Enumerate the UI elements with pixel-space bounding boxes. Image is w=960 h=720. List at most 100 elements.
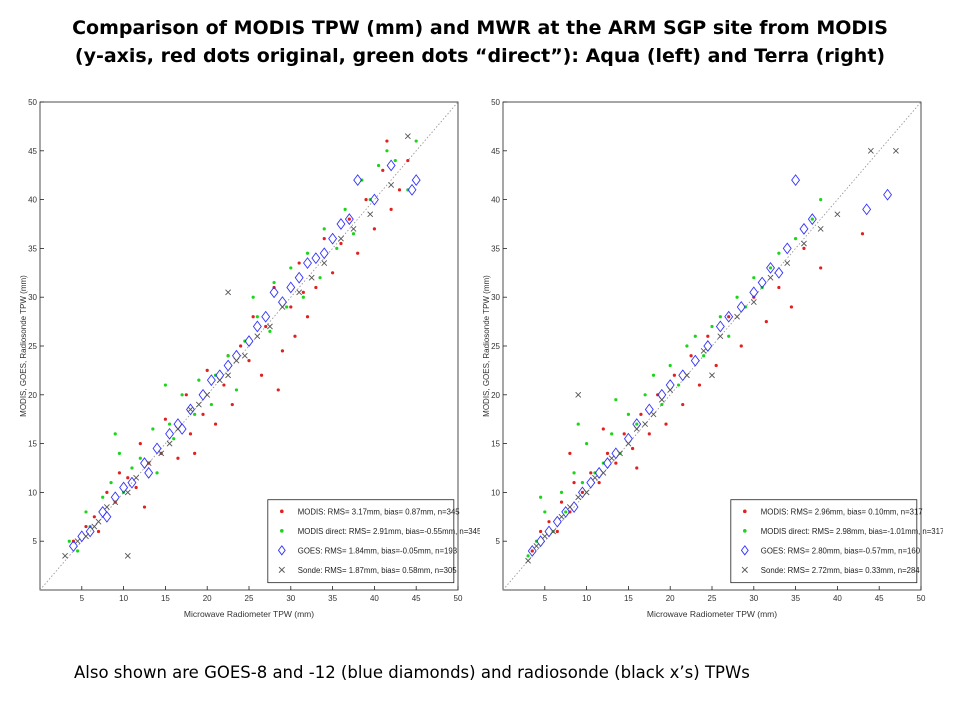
point-modis <box>589 471 593 475</box>
legend-label: GOES: RMS= 1.84mm, bias=-0.05mm, n=193 <box>298 546 457 555</box>
point-goes <box>552 515 562 528</box>
point-modis <box>539 529 543 534</box>
point-modis <box>681 402 685 407</box>
series-modis <box>530 232 865 553</box>
point-modis <box>339 241 343 246</box>
point-sonde <box>145 460 152 467</box>
point-goes <box>252 320 262 333</box>
y-tick-label: 25 <box>491 342 500 351</box>
point-modis-direct <box>710 324 714 329</box>
legend-label: MODIS direct: RMS= 2.91mm, bias=-0.55mm,… <box>298 527 480 536</box>
point-modis <box>802 246 806 250</box>
point-modis <box>580 490 585 494</box>
point-modis-direct <box>138 456 142 460</box>
point-modis-direct <box>752 276 756 280</box>
x-axis-label: Microwave Radiometer TPW (mm) <box>184 609 314 619</box>
point-sonde <box>650 411 657 418</box>
point-goes <box>369 193 379 206</box>
point-sonde <box>867 147 874 154</box>
point-modis <box>305 315 310 319</box>
point-goes <box>644 403 654 416</box>
point-modis-direct <box>668 363 672 368</box>
point-sonde <box>338 235 344 242</box>
point-sonde <box>124 552 131 559</box>
point-goes <box>85 525 95 538</box>
y-tick-label: 25 <box>28 342 37 351</box>
point-sonde <box>625 440 632 447</box>
x-axis-label: Microwave Radiometer TPW (mm) <box>647 609 777 619</box>
point-goes <box>386 159 396 172</box>
point-modis-direct <box>67 539 71 543</box>
point-goes <box>68 540 78 553</box>
point-modis <box>406 158 410 163</box>
point-modis-direct <box>376 163 381 168</box>
point-modis-direct <box>572 471 576 475</box>
point-modis-direct <box>526 554 530 558</box>
legend-marker-x <box>278 566 285 573</box>
point-sonde <box>709 372 715 379</box>
terra-scatter-panel: 5 10 15 20 25 30 35 40 45 50 5 10 15 20 25 30 35 40 45 50 Mi… <box>481 92 943 637</box>
point-sonde <box>112 499 119 506</box>
point-modis <box>314 285 318 290</box>
point-sonde <box>321 260 328 266</box>
point-modis-direct <box>414 139 418 143</box>
x-tick-label: 35 <box>791 594 800 603</box>
point-sonde <box>74 538 81 545</box>
point-goes <box>311 252 321 265</box>
point-goes <box>536 535 546 548</box>
y-tick-label: 40 <box>491 196 500 205</box>
point-modis <box>205 368 209 372</box>
point-modis <box>630 446 635 451</box>
point-modis <box>714 363 718 368</box>
x-tick-label: 15 <box>624 594 633 603</box>
legend-label: MODIS: RMS= 3.17mm, bias= 0.87mm, n=345 <box>298 507 461 516</box>
point-sonde <box>308 274 315 281</box>
point-goes <box>165 427 175 440</box>
point-sonde <box>817 225 824 232</box>
x-tick-label: 30 <box>286 594 295 603</box>
point-modis-direct <box>643 393 647 397</box>
y-tick-label: 50 <box>28 98 37 107</box>
point-goes <box>715 320 725 333</box>
y-tick-label: 10 <box>28 488 37 497</box>
point-sonde <box>734 313 740 320</box>
aqua-scatter-chart: 5 10 15 20 25 30 35 40 45 50 5 10 15 20 25 30 35 40 45 50 Mi… <box>19 98 480 619</box>
point-modis-direct <box>777 251 781 255</box>
point-goes <box>152 442 162 455</box>
point-sonde <box>566 504 573 510</box>
point-goes <box>261 310 271 323</box>
x-tick-label: 5 <box>543 594 548 603</box>
point-modis <box>697 383 702 387</box>
y-axis-label: MODIS, GOES, Radiosonde TPW (mm) <box>482 275 491 417</box>
point-goes <box>127 476 137 489</box>
x-tick-label: 50 <box>917 594 926 603</box>
point-modis <box>530 549 534 553</box>
y-tick-label: 35 <box>28 244 37 253</box>
point-sonde <box>525 557 531 564</box>
point-modis-direct <box>272 280 276 285</box>
x-tick-label: 20 <box>666 594 675 603</box>
point-modis-direct <box>610 432 614 436</box>
point-goes <box>603 457 612 470</box>
y-tick-label: 15 <box>491 440 500 449</box>
point-sonde <box>95 518 102 525</box>
point-sonde <box>575 494 582 501</box>
x-tick-label: 25 <box>245 594 254 603</box>
point-modis <box>647 432 651 436</box>
point-modis <box>251 315 255 319</box>
point-modis-direct <box>651 373 656 377</box>
point-goes <box>223 359 233 372</box>
point-modis-direct <box>660 402 664 407</box>
point-modis <box>739 344 743 348</box>
point-modis-direct <box>685 344 689 348</box>
point-goes <box>791 174 801 187</box>
x-tick-label: 5 <box>80 594 85 603</box>
legend-marker-dot <box>743 529 747 533</box>
point-modis <box>601 427 605 431</box>
point-sonde <box>124 489 131 496</box>
point-sonde <box>158 450 165 457</box>
point-goes <box>561 505 571 518</box>
point-sonde <box>254 333 261 340</box>
point-modis <box>322 237 326 241</box>
point-modis-direct <box>810 217 814 221</box>
